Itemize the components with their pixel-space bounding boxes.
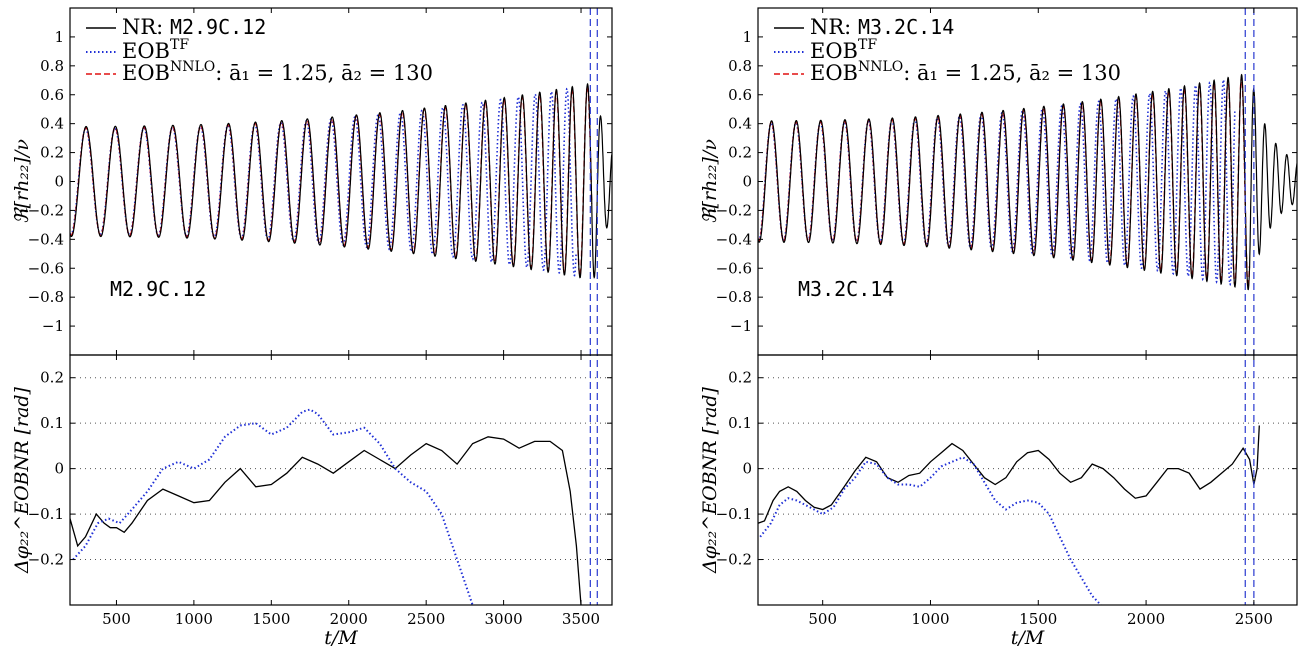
waveform-group xyxy=(70,82,612,279)
ytick-label: 0.4 xyxy=(728,115,752,133)
legend-tf-sup: TF xyxy=(858,37,877,53)
legend-nnlo-base: EOB xyxy=(122,61,170,85)
top-y-axis-label: ℜ[rh₂₂]/ν xyxy=(11,139,33,224)
bottom-axes-frame xyxy=(757,354,1298,606)
right-panel: 1 0.8 0.6 0.4 0.2 0 −0.2 −0.4 −0.6 −0.8 −1 0.2 0.1 0 −… xyxy=(699,7,1298,648)
ytick-label: 0 xyxy=(742,173,752,191)
xtick-label: 500 xyxy=(102,610,131,628)
legend-nr-id: M3.2C.14 xyxy=(858,15,954,39)
legend-tf-label: EOBTF xyxy=(122,37,189,63)
ytick-label: −1 xyxy=(42,317,64,335)
ytick-label: 0.6 xyxy=(40,86,64,104)
legend-nnlo-params: : ā₁ = 1.25, ā₂ = 130 xyxy=(903,61,1121,85)
eob-tf-phase-line xyxy=(759,456,1102,605)
xtick-label: 1000 xyxy=(911,610,949,628)
bottom-y-axis-label: Δφ₂₂^EOBNR [rad] xyxy=(699,386,721,574)
ytick-label: −0.2 xyxy=(28,201,64,219)
legend-tf-sup: TF xyxy=(170,37,189,53)
ytick-label: 0.2 xyxy=(728,369,752,387)
ytick-label: −0.1 xyxy=(716,505,752,523)
eob-nnlo-wave xyxy=(70,84,593,277)
xtick-label: 1500 xyxy=(252,610,290,628)
xtick-label: 2500 xyxy=(407,610,445,628)
nr-phase-line xyxy=(758,425,1260,524)
ytick-label: 0.8 xyxy=(40,57,64,75)
x-axis-label: t/M xyxy=(1011,627,1045,648)
legend-tf-label: EOBTF xyxy=(810,37,877,63)
ytick-label: 0.2 xyxy=(728,144,752,162)
legend-nr-prefix: NR: xyxy=(122,15,170,39)
nr-phase-line xyxy=(70,436,582,605)
legend-nnlo-label: EOBNNLO: ā₁ = 1.25, ā₂ = 130 xyxy=(810,59,1121,85)
ytick-label: −0.2 xyxy=(716,551,752,569)
legend-nnlo-sup: NNLO xyxy=(170,59,215,75)
xtick-label: 1000 xyxy=(175,610,213,628)
ytick-label: −0.6 xyxy=(716,259,752,277)
ytick-label: 0.8 xyxy=(728,57,752,75)
eob-tf-phase-line xyxy=(72,408,474,605)
ytick-label: −0.8 xyxy=(28,288,64,306)
legend-nnlo-base: EOB xyxy=(810,61,858,85)
ytick-label: −0.2 xyxy=(716,201,752,219)
ytick-label: −0.2 xyxy=(28,551,64,569)
legend-nnlo-label: EOBNNLO: ā₁ = 1.25, ā₂ = 130 xyxy=(122,59,433,85)
legend-nnlo-params: : ā₁ = 1.25, ā₂ = 130 xyxy=(215,61,433,85)
legend-tf-base: EOB xyxy=(122,39,170,63)
ytick-label: 1 xyxy=(54,28,64,46)
legend-nnlo-sup: NNLO xyxy=(858,59,903,75)
legend-tf-base: EOB xyxy=(810,39,858,63)
left-panel: 1 0.8 0.6 0.4 0.2 0 −0.2 −0.4 −0.6 −0.8 −1 0.2 0.1 0 −… xyxy=(11,7,613,648)
eob-tf-wave xyxy=(758,77,1236,286)
ytick-label: −0.6 xyxy=(28,259,64,277)
ytick-label: 0 xyxy=(54,460,64,478)
waveform-group xyxy=(758,73,1297,291)
ytick-label: −0.8 xyxy=(716,288,752,306)
ytick-label: 0.2 xyxy=(40,144,64,162)
phase-diff-group xyxy=(758,425,1260,605)
legend-nr-label: NR: M2.9C.12 xyxy=(122,15,266,39)
ytick-label: 0 xyxy=(742,460,752,478)
bottom-y-axis-label: Δφ₂₂^EOBNR [rad] xyxy=(11,386,33,574)
ytick-label: 0.1 xyxy=(728,414,752,432)
xtick-label: 1500 xyxy=(1019,610,1057,628)
ytick-label: −0.4 xyxy=(28,230,64,248)
ytick-label: 1 xyxy=(742,28,752,46)
xtick-label: 3000 xyxy=(485,610,523,628)
ytick-label: 0.1 xyxy=(40,414,64,432)
legend-nr-label: NR: M3.2C.14 xyxy=(810,15,954,39)
ytick-label: −0.4 xyxy=(716,230,752,248)
ytick-label: −1 xyxy=(730,317,752,335)
simulation-annotation: M2.9C.12 xyxy=(110,277,206,301)
bottom-axes-frame xyxy=(69,354,613,606)
legend-nr-id: M2.9C.12 xyxy=(170,15,266,39)
x-axis-label: t/M xyxy=(324,627,358,648)
ytick-label: 0.2 xyxy=(40,369,64,387)
legend-nr-prefix: NR: xyxy=(810,15,858,39)
xtick-label: 2000 xyxy=(1127,610,1165,628)
ytick-label: −0.1 xyxy=(28,505,64,523)
nr-wave xyxy=(70,82,612,279)
ytick-label: 0.4 xyxy=(40,115,64,133)
xtick-label: 2000 xyxy=(330,610,368,628)
nr-wave xyxy=(758,73,1297,291)
ytick-label: 0 xyxy=(54,173,64,191)
xtick-label: 500 xyxy=(808,610,837,628)
ytick-label: 0.6 xyxy=(728,86,752,104)
top-y-axis-label: ℜ[rh₂₂]/ν xyxy=(699,139,721,224)
phase-diff-group xyxy=(70,408,582,605)
xtick-label: 2500 xyxy=(1235,610,1273,628)
xtick-label: 3500 xyxy=(562,610,600,628)
simulation-annotation: M3.2C.14 xyxy=(798,277,894,301)
